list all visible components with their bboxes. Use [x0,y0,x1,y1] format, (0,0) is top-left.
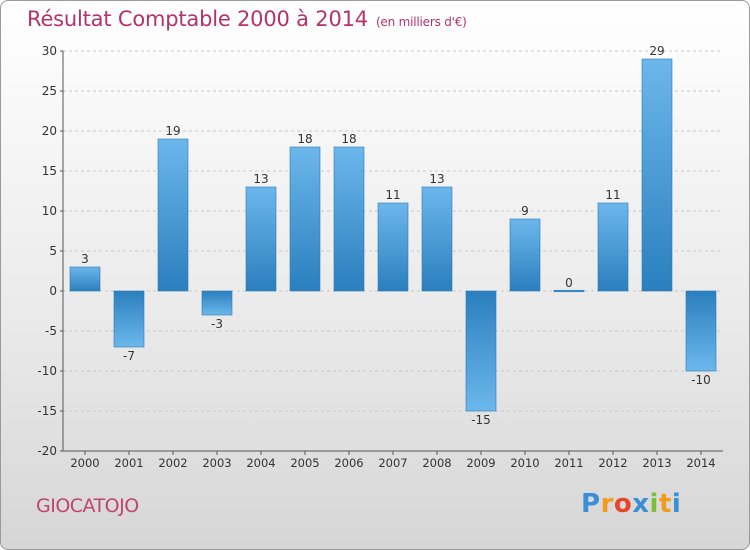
x-tick-label: 2009 [466,456,495,470]
data-label: -15 [471,413,491,427]
x-tick-label: 2008 [422,456,451,470]
bar [553,289,585,293]
data-label: 11 [385,188,400,202]
data-label: 19 [165,124,180,138]
x-tick-label: 2012 [598,456,627,470]
chart-subtitle: (en milliers d'€) [375,15,467,29]
x-tick-label: 2004 [246,456,275,470]
x-tick-label: 2014 [686,456,715,470]
logo-letter: o [613,489,633,519]
chart-title: Résultat Comptable 2000 à 2014 (en millie… [27,7,467,31]
bar [421,186,453,292]
x-tick-label: 2006 [334,456,363,470]
bar [641,58,673,292]
y-tick-label: 10 [42,204,57,218]
y-tick-label: 20 [42,124,57,138]
data-label: 9 [521,204,529,218]
logo-letter: r [600,489,614,519]
bar [509,218,541,292]
commune-name: GIOCATOJO [36,495,139,517]
y-tick-label: -5 [45,324,57,338]
x-tick-label: 2010 [510,456,539,470]
data-label: 29 [649,44,664,58]
chart-title-text: Résultat Comptable 2000 à 2014 [27,7,368,31]
data-label: 3 [81,252,89,266]
x-tick-label: 2002 [158,456,187,470]
proxiti-logo: Proxiti [581,489,681,519]
bar [201,290,233,316]
y-tick-label: 15 [42,164,57,178]
y-tick-label: 30 [42,44,57,58]
x-tick-label: 2013 [642,456,671,470]
data-label: -10 [691,373,711,387]
data-label: 13 [253,172,268,186]
data-label: -3 [211,317,223,331]
logo-letter: i [649,489,659,519]
data-label: 0 [565,276,573,290]
x-tick-label: 2007 [378,456,407,470]
bar [69,266,101,292]
bar [157,138,189,292]
bar [377,202,409,292]
y-tick-label: 25 [42,84,57,98]
x-tick-label: 2011 [554,456,583,470]
y-tick-label: 5 [49,244,57,258]
bar [597,202,629,292]
bar [245,186,277,292]
logo-letter: P [581,489,601,519]
x-tick-label: 2003 [202,456,231,470]
data-label: 11 [605,188,620,202]
data-label: -7 [123,349,135,363]
bar [685,290,717,372]
y-tick-label: -20 [37,444,57,458]
y-tick-label: 0 [49,284,57,298]
data-label: 18 [341,132,356,146]
bar [289,146,321,292]
data-label: 18 [297,132,312,146]
data-label: 13 [429,172,444,186]
y-tick-label: -15 [37,404,57,418]
logo-letter: x [632,489,650,519]
bar [465,290,497,412]
x-tick-label: 2005 [290,456,319,470]
logo-letter: i [671,489,682,519]
bar [333,146,365,292]
x-tick-label: 2001 [114,456,143,470]
bar [113,290,145,348]
x-tick-label: 2000 [70,456,99,470]
logo-letter: t [658,489,672,519]
y-tick-label: -10 [37,364,57,378]
